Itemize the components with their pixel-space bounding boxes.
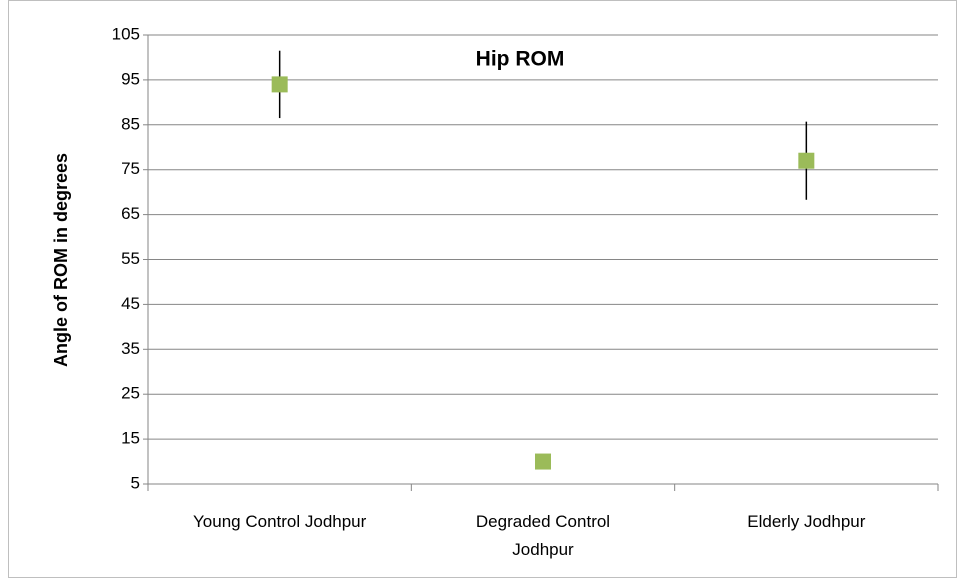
x-tick-label: Elderly Jodhpur bbox=[747, 512, 866, 531]
y-tick-label: 95 bbox=[121, 69, 140, 88]
chart-title: Hip ROM bbox=[476, 48, 565, 71]
y-tick-label: 25 bbox=[121, 384, 140, 403]
y-tick-label: 35 bbox=[121, 339, 140, 358]
y-tick-label: 65 bbox=[121, 204, 140, 223]
y-tick-label: 5 bbox=[131, 473, 140, 492]
y-tick-label: 85 bbox=[121, 114, 140, 133]
marker bbox=[798, 152, 815, 169]
y-tick-label: 75 bbox=[121, 159, 140, 178]
marker bbox=[535, 453, 551, 470]
y-tick-label: 15 bbox=[121, 429, 140, 448]
chart-border bbox=[8, 0, 957, 578]
x-tick-label: Young Control Jodhpur bbox=[193, 512, 367, 531]
y-tick-label: 55 bbox=[121, 249, 140, 268]
x-tick-label: Degraded Control Jodhpur bbox=[475, 512, 611, 559]
marker bbox=[271, 76, 288, 93]
y-tick-label: 105 bbox=[112, 24, 140, 43]
y-axis-label: Angle of ROM in degrees bbox=[51, 153, 71, 367]
y-tick-label: 45 bbox=[121, 294, 140, 313]
